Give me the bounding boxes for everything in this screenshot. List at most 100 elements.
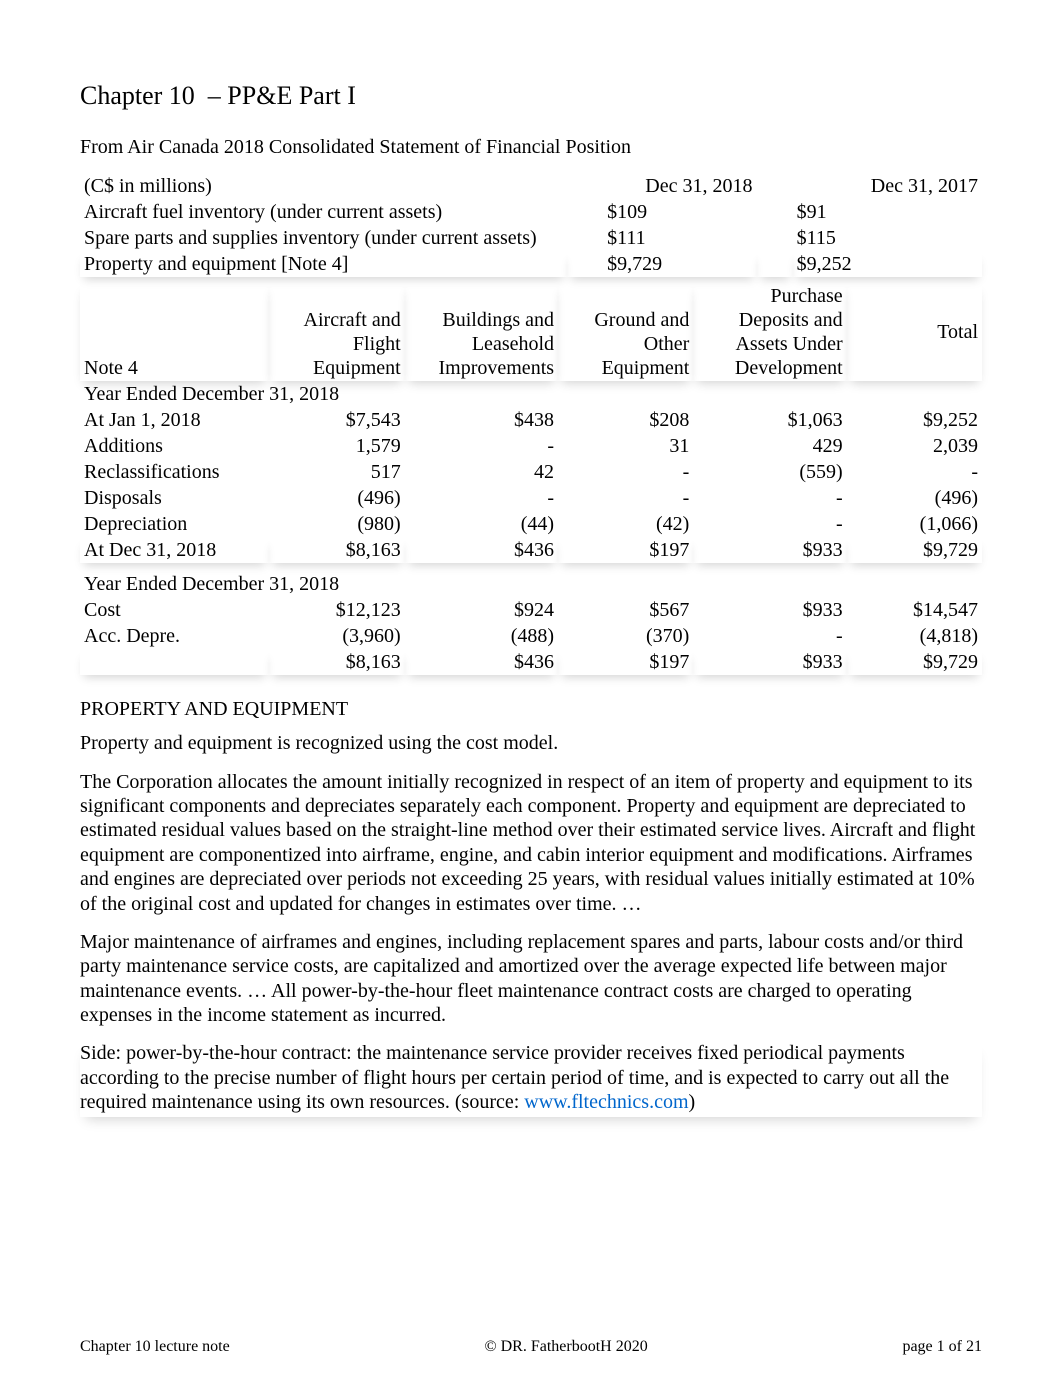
table-row: Disposals (496) - - - (496) xyxy=(80,485,982,511)
row-label: Depreciation xyxy=(80,511,269,537)
cell-value: $7,543 xyxy=(269,407,404,433)
row-label: Disposals xyxy=(80,485,269,511)
cell-value: $9,729 xyxy=(847,649,982,675)
table-row-total: At Dec 31, 2018 $8,163 $436 $197 $933 $9… xyxy=(80,537,982,563)
cell-value: $933 xyxy=(693,537,846,563)
table-row: Depreciation (980) (44) (42) - (1,066) xyxy=(80,511,982,537)
summary-col-2017: Dec 31, 2017 xyxy=(793,173,982,199)
row-label: Additions xyxy=(80,433,269,459)
col-header-line: Development xyxy=(697,356,842,380)
row-label: At Jan 1, 2018 xyxy=(80,407,269,433)
col-header-line: Deposits and xyxy=(697,308,842,332)
cell-value: (980) xyxy=(269,511,404,537)
table-row-total: $8,163 $436 $197 $933 $9,729 xyxy=(80,649,982,675)
source-line: From Air Canada 2018 Consolidated Statem… xyxy=(80,135,982,159)
cell-value: - xyxy=(693,623,846,649)
table-row: Acc. Depre. (3,960) (488) (370) - (4,818… xyxy=(80,623,982,649)
section-subhead: Year Ended December 31, 2018 xyxy=(80,381,982,407)
cell-value: - xyxy=(405,485,558,511)
col-header-line: Assets Under xyxy=(697,332,842,356)
note4-table: Note 4 Aircraft and Flight Equipment Bui… xyxy=(80,283,982,675)
paragraph: The Corporation allocates the amount ini… xyxy=(80,770,982,916)
row-label: Property and equipment [Note 4] xyxy=(80,251,567,277)
cell-value: $9,729 xyxy=(847,537,982,563)
col-header-line: Equipment xyxy=(273,356,400,380)
col-header-line: Leasehold xyxy=(409,332,554,356)
cell-value: $8,163 xyxy=(269,649,404,675)
paragraph: Major maintenance of airframes and engin… xyxy=(80,930,982,1028)
cell-value: - xyxy=(405,433,558,459)
row-label: Reclassifications xyxy=(80,459,269,485)
cell-value: $933 xyxy=(693,597,846,623)
cell-value: 42 xyxy=(405,459,558,485)
cell-value: $208 xyxy=(558,407,693,433)
cell-value: 31 xyxy=(558,433,693,459)
cell-value: $436 xyxy=(405,537,558,563)
col-header: Aircraft and Flight Equipment xyxy=(269,283,404,381)
cell-value: - xyxy=(847,459,982,485)
cell-value: $9,252 xyxy=(847,407,982,433)
paragraph-span: Side: power-by-the-hour contract: the ma… xyxy=(80,1042,949,1113)
cell-value: $9,729 xyxy=(567,251,756,277)
cell-value: (42) xyxy=(558,511,693,537)
cell-value: - xyxy=(693,511,846,537)
pe-heading: PROPERTY AND EQUIPMENT xyxy=(80,697,982,721)
cell-value: 1,579 xyxy=(269,433,404,459)
cell-value: 429 xyxy=(693,433,846,459)
col-header: Total xyxy=(847,283,982,381)
cell-value: $8,163 xyxy=(269,537,404,563)
cell-value: $9,252 xyxy=(793,251,982,277)
note4-label: Note 4 xyxy=(80,283,269,381)
page-footer: Chapter 10 lecture note © DR. Fatherboot… xyxy=(80,1337,982,1356)
cell-value: (496) xyxy=(847,485,982,511)
cell-value: $14,547 xyxy=(847,597,982,623)
paragraph: Property and equipment is recognized usi… xyxy=(80,731,982,755)
cell-value: $197 xyxy=(558,649,693,675)
col-header-line: Other xyxy=(562,332,689,356)
cell-value: $91 xyxy=(793,199,982,225)
cell-value: 2,039 xyxy=(847,433,982,459)
cell-value: $115 xyxy=(793,225,982,251)
col-header-line: Flight xyxy=(273,332,400,356)
col-header-line: Equipment xyxy=(562,356,689,380)
table-row: Property and equipment [Note 4] $9,729 $… xyxy=(80,251,982,277)
section-subhead: Year Ended December 31, 2018 xyxy=(80,571,982,597)
row-label: Cost xyxy=(80,597,269,623)
col-header: Ground and Other Equipment xyxy=(558,283,693,381)
cell-value: (3,960) xyxy=(269,623,404,649)
cell-value: $109 xyxy=(567,199,756,225)
table-row: Aircraft fuel inventory (under current a… xyxy=(80,199,982,225)
summary-col-2018: Dec 31, 2018 xyxy=(567,173,756,199)
cell-value: $933 xyxy=(693,649,846,675)
paragraph-span: ) xyxy=(689,1091,696,1113)
cell-value: (4,818) xyxy=(847,623,982,649)
cell-value: (370) xyxy=(558,623,693,649)
summary-caption: (C$ in millions) xyxy=(80,173,567,199)
table-row: Cost $12,123 $924 $567 $933 $14,547 xyxy=(80,597,982,623)
cell-value: (44) xyxy=(405,511,558,537)
cell-value: - xyxy=(558,485,693,511)
row-label: Aircraft fuel inventory (under current a… xyxy=(80,199,567,225)
footer-right: page 1 of 21 xyxy=(902,1337,982,1356)
cell-value: 517 xyxy=(269,459,404,485)
col-header-line: Buildings and xyxy=(409,308,554,332)
row-label: Spare parts and supplies inventory (unde… xyxy=(80,225,567,251)
col-header-line: Purchase xyxy=(697,284,842,308)
footer-center: © DR. FatherbootH 2020 xyxy=(484,1337,647,1356)
cell-value: - xyxy=(558,459,693,485)
row-label: At Dec 31, 2018 xyxy=(80,537,269,563)
source-link[interactable]: www.fltechnics.com xyxy=(524,1091,688,1113)
cell-value: (496) xyxy=(269,485,404,511)
cell-value: $12,123 xyxy=(269,597,404,623)
col-header-line: Aircraft and xyxy=(273,308,400,332)
cell-value: (1,066) xyxy=(847,511,982,537)
paragraph: Side: power-by-the-hour contract: the ma… xyxy=(80,1041,982,1116)
table-row: Spare parts and supplies inventory (unde… xyxy=(80,225,982,251)
row-label: Acc. Depre. xyxy=(80,623,269,649)
footer-left: Chapter 10 lecture note xyxy=(80,1337,230,1356)
cell-value: $1,063 xyxy=(693,407,846,433)
cell-value: $197 xyxy=(558,537,693,563)
cell-value: - xyxy=(693,485,846,511)
col-header-line: Improvements xyxy=(409,356,554,380)
cell-value: $924 xyxy=(405,597,558,623)
